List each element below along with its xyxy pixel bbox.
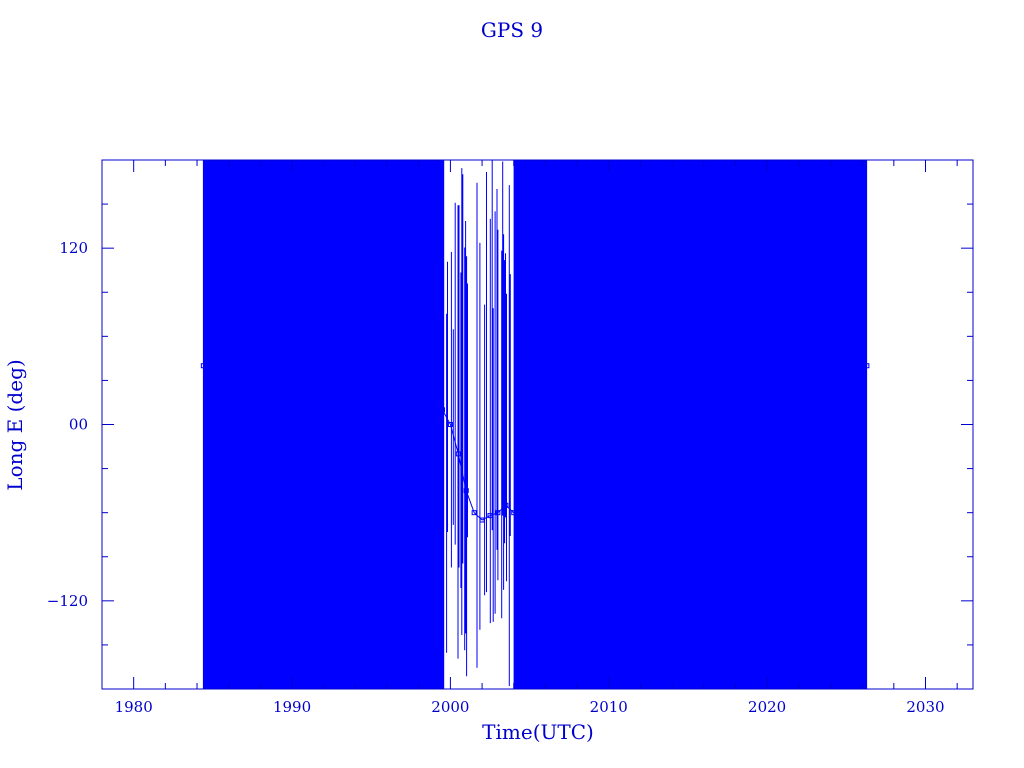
data-point	[717, 289, 723, 295]
data-point	[669, 568, 675, 574]
data-point	[503, 502, 509, 508]
data-point	[487, 513, 493, 519]
x-axis: 1980 1990 2000 2010 2020 2030	[101, 160, 958, 716]
data-point	[400, 289, 406, 295]
data-point	[542, 510, 548, 516]
data-point	[218, 364, 224, 370]
x-tick-label: 2030	[906, 698, 944, 716]
data-point	[368, 216, 374, 222]
data-point	[424, 363, 430, 369]
data-point	[622, 245, 628, 251]
series-layer	[200, 160, 870, 689]
data-point	[447, 422, 453, 427]
x-tick-label: 2000	[431, 698, 469, 716]
data-point	[360, 201, 366, 207]
y-axis-label: Long E (deg)	[3, 359, 27, 490]
data-point	[416, 341, 422, 347]
chart-title: GPS 9	[481, 18, 543, 42]
data-point	[455, 451, 461, 457]
data-point	[574, 568, 580, 574]
data-point	[297, 363, 303, 369]
data-point	[329, 360, 335, 366]
data-point	[479, 517, 485, 523]
x-axis-label: Time(UTC)	[482, 720, 594, 744]
data-point	[701, 510, 707, 516]
y-axis: 120 00 −120	[47, 159, 973, 690]
x-tick-label: 1980	[115, 698, 153, 716]
data-point	[281, 369, 287, 375]
data-point	[558, 304, 564, 310]
data-point	[249, 367, 255, 373]
y-tick-label: 00	[69, 416, 88, 434]
data-point	[606, 598, 612, 604]
data-point	[439, 407, 445, 413]
data-point	[864, 363, 870, 369]
x-tick-label: 2010	[590, 698, 628, 716]
x-tick-label: 1990	[273, 698, 311, 716]
data-point	[764, 583, 770, 589]
data-point	[408, 319, 414, 325]
data-point	[495, 510, 501, 516]
data-point	[590, 348, 596, 354]
data-point	[519, 517, 525, 523]
data-point	[200, 363, 206, 369]
data-point	[376, 238, 382, 244]
y-tick-label: −120	[47, 592, 88, 610]
data-point	[796, 554, 802, 560]
data-point	[685, 201, 691, 207]
data-point	[392, 275, 398, 281]
data-point	[344, 360, 350, 366]
data-point	[653, 377, 659, 383]
data-point	[265, 369, 271, 375]
x-tick-label: 2020	[748, 698, 786, 716]
y-tick-label: 120	[59, 239, 88, 257]
data-point	[748, 333, 754, 339]
data-point	[471, 510, 477, 516]
data-point	[637, 642, 643, 648]
data-point	[827, 642, 833, 648]
data-point	[384, 245, 390, 251]
data-point	[812, 392, 818, 398]
data-point	[843, 275, 849, 281]
data-point	[780, 230, 786, 236]
data-point	[313, 363, 319, 369]
data-point	[527, 275, 533, 281]
series-line	[203, 202, 868, 645]
data-point	[432, 392, 438, 398]
data-point	[511, 510, 517, 516]
data-point	[234, 366, 240, 372]
data-point	[463, 488, 469, 494]
series-trace	[202, 160, 868, 689]
data-point	[732, 627, 738, 633]
